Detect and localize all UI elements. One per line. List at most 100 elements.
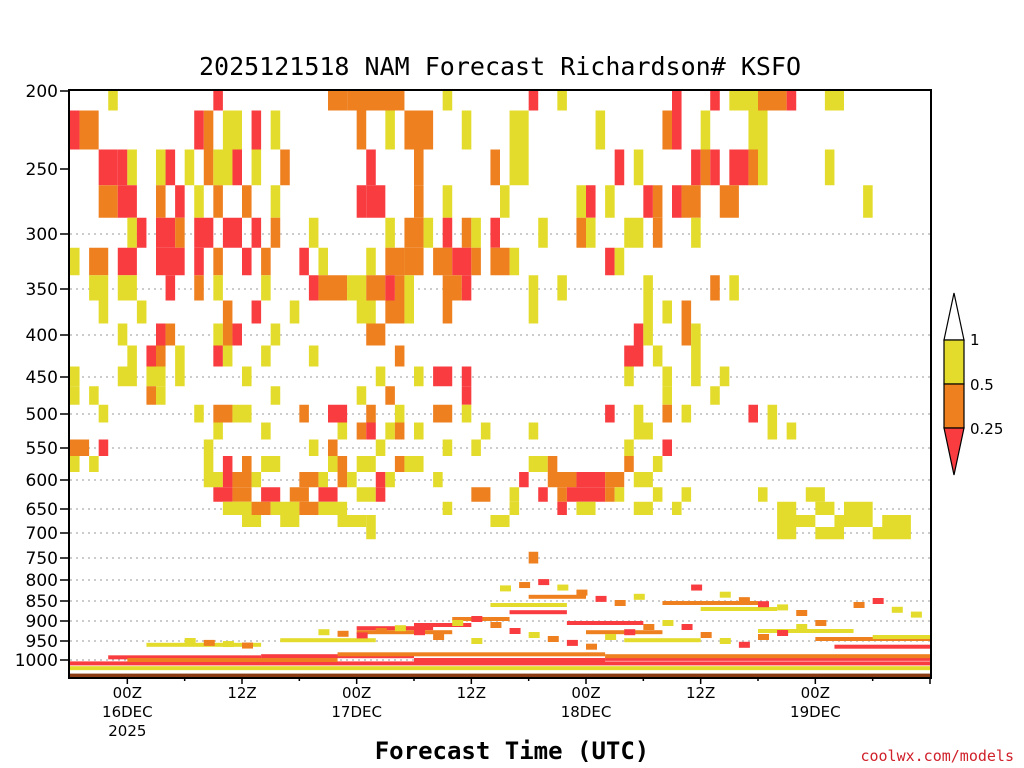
heatmap-cell [719, 185, 739, 218]
heatmap-cell [156, 386, 166, 405]
heatmap-cell [366, 515, 376, 527]
heatmap-cell [872, 527, 911, 540]
heatmap-cell [261, 345, 271, 367]
boundary-layer-band [108, 655, 262, 660]
heatmap-cell [652, 487, 663, 502]
heatmap-cell [366, 185, 386, 218]
heatmap-cell [824, 91, 844, 111]
heatmap-cell [433, 404, 453, 423]
plot-frame [68, 89, 932, 679]
heatmap-cell [222, 472, 233, 488]
heatmap-cell [347, 275, 367, 301]
y-axis: 200 250 300 350 400 450 500 550 600 650 700 7508008… [15, 82, 70, 671]
heatmap-cell [261, 275, 271, 301]
credit-link[interactable]: coolwx.com/models [860, 747, 1014, 765]
heatmap-cell [758, 110, 768, 150]
heatmap-cell [318, 275, 348, 301]
heatmap-cell [242, 366, 252, 387]
heatmap-cell [222, 217, 242, 248]
heatmap-cell [117, 185, 137, 218]
heatmap-cell [662, 366, 672, 387]
heatmap-cell [691, 217, 701, 248]
y-tick-label: 650 [26, 500, 58, 520]
x-tick-label: 12Z [227, 684, 256, 702]
heatmap-cell [222, 323, 233, 346]
heatmap-cell [576, 589, 588, 596]
heatmap-cell [70, 110, 80, 150]
heatmap-cell [270, 110, 281, 150]
heatmap-cell [337, 515, 367, 527]
heatmap-cell [242, 515, 262, 527]
heatmap-cell [433, 247, 453, 276]
heatmap-cell [375, 472, 386, 488]
heatmap-cell [528, 456, 548, 472]
heatmap-cell [175, 217, 185, 248]
y-tick-label: 700 [26, 524, 58, 544]
heatmap-cell [414, 422, 424, 440]
heatmap-cell [261, 247, 271, 276]
heatmap-cell [356, 386, 367, 405]
heatmap-cell [222, 300, 233, 324]
heatmap-cell [509, 501, 520, 515]
heatmap-cell [576, 472, 606, 488]
heatmap-cell [366, 275, 386, 301]
heatmap-cell [89, 275, 109, 301]
heatmap-cell [633, 149, 644, 186]
heatmap-cell [394, 625, 406, 632]
heatmap-cell [366, 323, 386, 346]
heatmap-cell [70, 439, 90, 456]
heatmap-cell [700, 110, 711, 150]
heatmap-cell [175, 185, 185, 218]
heatmap-cell [394, 404, 405, 423]
heatmap-cell [165, 149, 176, 186]
heatmap-cell [394, 345, 405, 367]
heatmap-cell [117, 149, 128, 186]
heatmap-cell [270, 386, 281, 405]
x-axis-label: Forecast Time (UTC) [375, 737, 650, 765]
y-tick-label: 900 [26, 612, 58, 632]
heatmap-cell [691, 584, 703, 591]
heatmap-cell [595, 595, 607, 602]
heatmap-cell [366, 149, 376, 186]
heatmap-cell [242, 185, 252, 218]
heatmap-cell [356, 632, 368, 639]
heatmap-cell [471, 217, 481, 248]
heatmap-cell [461, 366, 472, 387]
legend-swatch-below-0.25 [943, 427, 965, 476]
heatmap-cell [509, 149, 529, 186]
heatmap-cell [643, 624, 655, 630]
heatmap-cell [251, 217, 262, 248]
heatmap-cell [213, 422, 223, 440]
heatmap-cell [366, 247, 376, 276]
heatmap-cell [586, 217, 596, 248]
heatmap-cell [414, 366, 424, 387]
heatmap-cell [79, 110, 99, 150]
heatmap-cell [767, 404, 778, 423]
heatmap-cell [595, 110, 606, 150]
heatmap-cell [633, 404, 644, 423]
heatmap-cell [461, 404, 472, 423]
heatmap-cell [461, 386, 472, 405]
legend-label: 1 [970, 331, 980, 349]
heatmap-cell [586, 185, 596, 218]
heatmap-cell [318, 247, 328, 276]
heatmap-cell [519, 582, 531, 589]
heatmap-cell [232, 472, 252, 488]
heatmap-cell [222, 456, 233, 472]
heatmap-cell [366, 422, 376, 440]
heatmap-cell [98, 149, 118, 186]
heatmap-cell [337, 472, 348, 488]
heatmap-cell [394, 275, 405, 301]
heatmap-cell [461, 217, 472, 248]
heatmap-cell [557, 487, 567, 502]
heatmap-cell [576, 185, 586, 218]
heatmap-cell [758, 601, 769, 608]
boundary-layer-band [624, 638, 701, 643]
y-tick-label: 450 [26, 368, 58, 388]
y-tick-label: 200 [26, 82, 58, 102]
heatmap-cell [108, 91, 118, 111]
heatmap-cell [605, 634, 617, 640]
heatmap-cell [844, 501, 873, 515]
heatmap-cell [213, 275, 223, 301]
heatmap-cell [633, 593, 645, 600]
